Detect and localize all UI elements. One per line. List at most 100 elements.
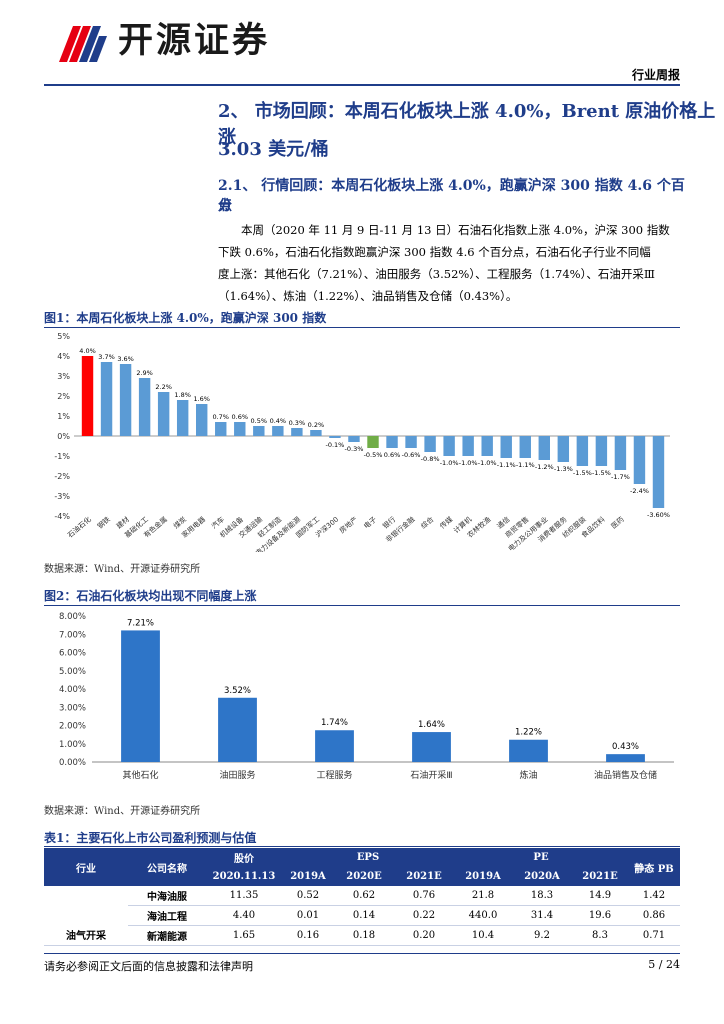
data-label: -1.1% — [516, 461, 535, 469]
bar — [315, 730, 354, 762]
table1-title: 表1：主要石化上市公司盈利预测与估值 — [44, 831, 257, 845]
table-subheader-row: 2020.11.13 2019A 2020E 2021E 2019A 2020A… — [44, 867, 680, 886]
bar — [100, 362, 113, 436]
header-pe: PE — [454, 848, 628, 867]
bar — [121, 630, 160, 762]
data-label: -0.8% — [421, 455, 440, 463]
table-cell: 0.14 — [334, 905, 394, 926]
table-cell: 4.40 — [206, 905, 282, 926]
bar — [443, 436, 455, 456]
figure1-bar-chart: 5% 4% 3% 2% 1% 0% -1% -2% -3% -4% 4.0%3.7% 3.6%2.9%… — [54, 332, 670, 552]
y-tick-label: -2% — [54, 472, 70, 481]
bar — [310, 430, 322, 436]
figure2-bar-chart: 8.00% 7.00% 6.00% 5.00% 4.00% 3.00% 2.00% 1.00%… — [59, 612, 674, 781]
header-eps: EPS — [282, 848, 454, 867]
bar — [576, 436, 589, 466]
y-tick-label: 8.00% — [59, 612, 86, 622]
figure2-divider — [44, 605, 680, 606]
data-label: -0.1% — [326, 441, 345, 449]
bar — [614, 436, 627, 470]
x-tick-label: 其他石化 — [122, 769, 158, 781]
table-cell: 19.6 — [572, 905, 628, 926]
y-tick-label: 1% — [57, 412, 70, 421]
data-label: 3.7% — [98, 353, 115, 361]
footer-divider — [44, 953, 680, 954]
header-company: 公司名称 — [128, 848, 206, 886]
table-cell: 1.65 — [206, 925, 282, 946]
data-label: 0.6% — [384, 451, 401, 459]
section-title-line2: 3.03 美元/桶 — [218, 139, 329, 160]
y-tick-label: 4% — [57, 352, 70, 361]
table-cell: 0.76 — [394, 886, 454, 906]
x-tick-label: 油品销售及仓储 — [594, 769, 657, 781]
data-label: 7.21% — [127, 618, 154, 628]
table-row: 海油工程 4.40 0.01 0.14 0.22 440.0 31.4 19.6… — [44, 905, 680, 926]
valuation-table: 行业 公司名称 股价 EPS PE 静态 PB 2020.11.13 2019A… — [44, 848, 680, 946]
bar — [595, 436, 608, 466]
table-cell: 11.35 — [206, 886, 282, 906]
y-tick-label: 4.00% — [59, 685, 86, 695]
y-tick-label: 3% — [57, 372, 70, 381]
company-name: 新潮能源 — [128, 925, 206, 946]
bar — [196, 404, 208, 436]
bar — [367, 436, 379, 448]
bar — [386, 436, 398, 448]
page-number: 5 / 24 — [648, 958, 680, 971]
table-cell: 9.2 — [512, 925, 572, 946]
subheader-pe-2020a: 2020A — [512, 867, 572, 886]
body-paragraph: 本周（2020 年 11 月 9 日-11 月 13 日）石油石化指数上涨 4.… — [218, 219, 680, 307]
subheader-eps-2019a: 2019A — [282, 867, 334, 886]
table1-divider — [44, 846, 680, 847]
data-label: 1.8% — [174, 391, 191, 399]
table-cell: 1.42 — [628, 886, 680, 906]
paragraph-line: 本周（2020 年 11 月 9 日-11 月 13 日）石油石化指数上涨 4.… — [241, 223, 670, 237]
paragraph-line: 下跌 0.6%，石油石化指数跑赢沪深 300 指数 4.6 个百分点，石油石化子… — [218, 245, 651, 259]
bar — [481, 436, 493, 456]
table-header-row: 行业 公司名称 股价 EPS PE 静态 PB — [44, 848, 680, 886]
table-cell: 0.20 — [394, 925, 454, 946]
bar — [538, 436, 550, 460]
bar — [652, 436, 665, 508]
x-tick-label: 油田服务 — [219, 769, 255, 781]
data-label: -0.3% — [345, 445, 364, 453]
table-cell: 14.9 — [572, 886, 628, 906]
bar — [412, 732, 451, 762]
company-name: 海油工程 — [128, 905, 206, 926]
bar — [119, 364, 132, 436]
bar — [291, 428, 303, 436]
data-label: -1.3% — [554, 465, 573, 473]
data-label: -1.5% — [573, 469, 592, 477]
data-label: -1.1% — [497, 461, 516, 469]
data-label: 1.64% — [418, 720, 445, 730]
subheader-pe-2021e: 2021E — [572, 867, 628, 886]
y-tick-label: 0% — [57, 432, 70, 441]
y-tick-label: 6.00% — [59, 649, 86, 659]
subheader-date: 2020.11.13 — [206, 867, 282, 886]
y-tick-label: -4% — [54, 512, 70, 521]
figure1-divider — [44, 327, 680, 328]
subsection-title-line2: 点 — [218, 198, 232, 214]
bar — [272, 426, 284, 436]
table-cell: 21.8 — [454, 886, 512, 906]
industry-group-cell: 油气开采 — [44, 886, 128, 946]
table-cell: 0.18 — [334, 925, 394, 946]
data-label: 0.7% — [212, 413, 229, 421]
figure2-title: 图2：石油石化板块均出现不同幅度上涨 — [44, 589, 257, 603]
x-tick-label: 工程服务 — [316, 769, 352, 781]
x-tick-label: 医药 — [609, 515, 626, 531]
y-tick-label: 7.00% — [59, 630, 86, 640]
x-tick-label: 综合 — [419, 515, 436, 531]
paragraph-line: （1.64%）、炼油（1.22%）、油品销售及仓储（0.43%）。 — [218, 289, 518, 303]
table-cell: 31.4 — [512, 905, 572, 926]
table-cell: 8.3 — [572, 925, 628, 946]
table-cell: 0.22 — [394, 905, 454, 926]
header-pb: 静态 PB — [628, 848, 680, 886]
data-label: -1.0% — [440, 459, 459, 467]
data-label: -1.7% — [611, 473, 630, 481]
figure2-source: 数据来源：Wind、开源证券研究所 — [44, 806, 201, 817]
header-industry: 行业 — [44, 848, 128, 886]
bar — [462, 436, 474, 456]
table-cell: 0.62 — [334, 886, 394, 906]
table-cell: 0.86 — [628, 905, 680, 926]
data-label: -1.0% — [478, 459, 497, 467]
